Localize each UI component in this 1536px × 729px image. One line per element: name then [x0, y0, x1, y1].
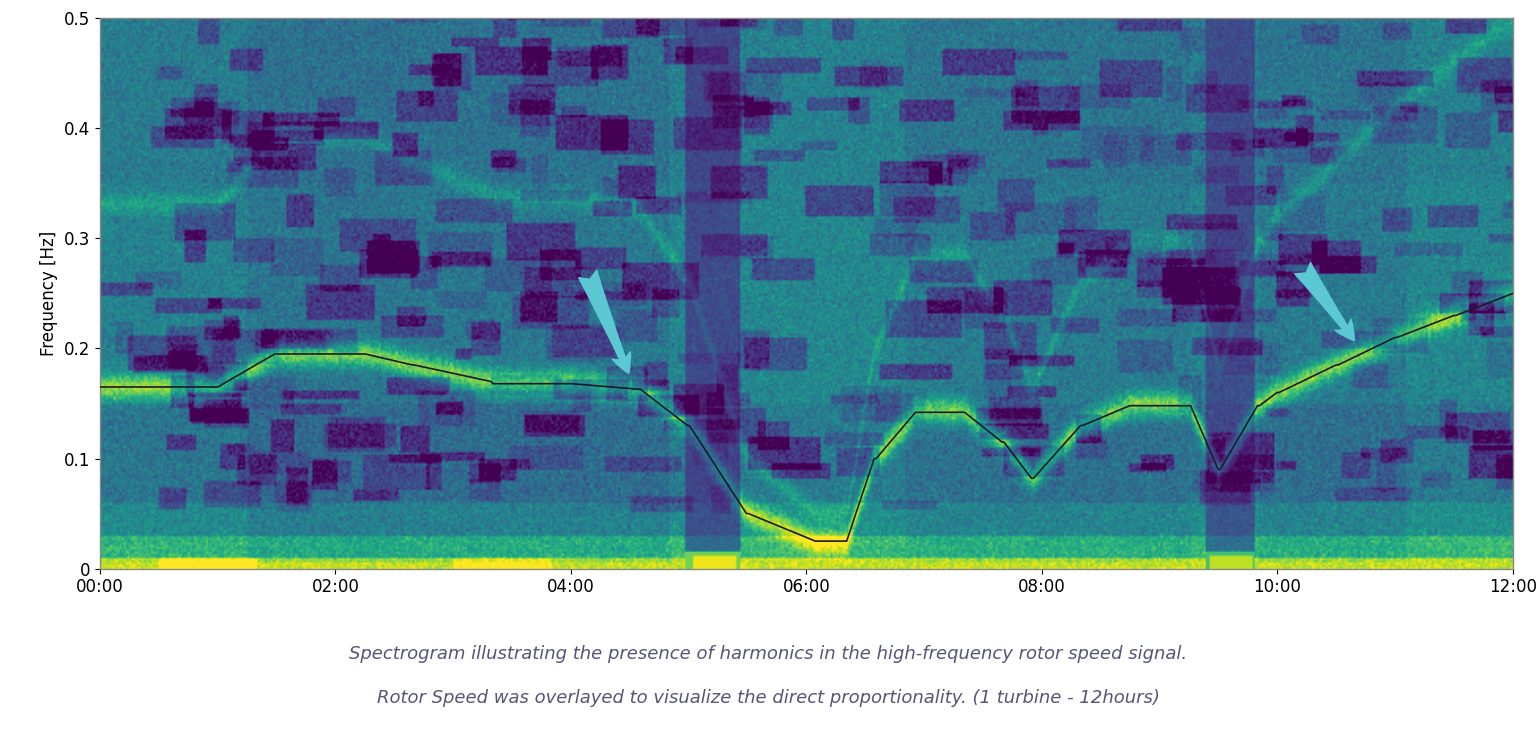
Text: Rotor Speed was overlayed to visualize the direct proportionality. (1 turbine - : Rotor Speed was overlayed to visualize t…: [376, 689, 1160, 707]
Text: Spectrogram illustrating the presence of harmonics in the high-frequency rotor s: Spectrogram illustrating the presence of…: [349, 645, 1187, 663]
Y-axis label: Frequency [Hz]: Frequency [Hz]: [40, 231, 58, 356]
